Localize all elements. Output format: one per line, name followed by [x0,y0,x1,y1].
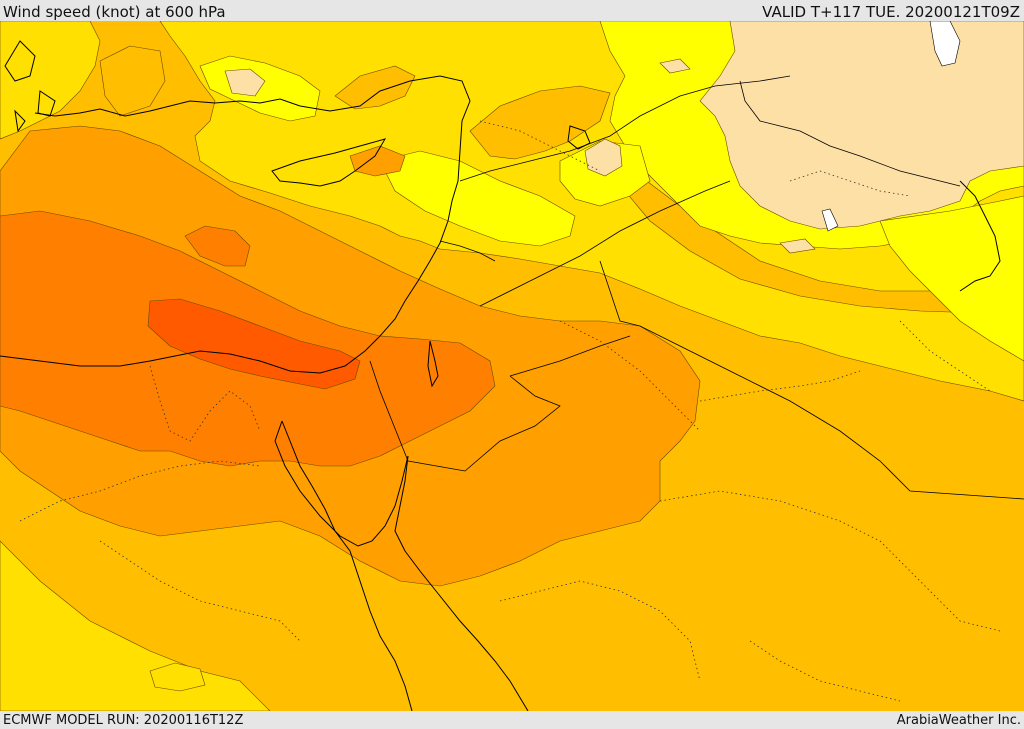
admin-boundaries [19,120,1001,702]
admin-boundary-iraq [559,320,701,432]
wind-band-25-30-east-fill [879,195,1024,362]
wind-band-20-25-patch-b [224,68,266,97]
wind-band-25-30-syria [379,150,576,247]
admin-boundary-southeast [749,640,901,702]
border-jordan-east [509,335,631,377]
border-lebanon [439,240,496,262]
map-title: Wind speed (knot) at 600 hPa [3,3,226,21]
wind-speed-map [0,21,1024,711]
admin-boundary-sw [99,540,301,642]
admin-boundary-turkey [479,120,601,172]
wind-band-15-20-spot-a [929,21,961,67]
coastlines [0,40,1001,711]
admin-boundary-iran [789,170,911,197]
coastline-sinai [274,420,409,547]
wind-band-50-55-core [147,298,361,390]
border-jordan-saudi [599,260,1024,500]
coastline-arabia-red-sea [394,455,529,711]
wind-band-45-50-north-lobe [184,225,251,267]
wind-band-35-40-levant [469,85,611,160]
admin-boundary-egypt [149,365,261,442]
border-egypt-israel [369,360,409,462]
admin-boundary-arabia-c [699,370,861,402]
credit-label: ArabiaWeather Inc. [896,713,1021,728]
wind-band-20-25-patch-a [584,138,623,177]
wind-band-20-25-patch-d [659,58,691,74]
border-syria-iraq [479,180,731,307]
border-turkey-syria [459,75,791,182]
border-jordan-south [407,375,561,472]
wind-band-35-40-aegean [99,45,166,117]
wind-band-15-20-spot-b [821,208,839,232]
coastline-aegean-islands [4,40,56,133]
coastline-dead-sea [427,340,439,388]
wind-band-30-35-nw [0,21,101,140]
coastline-persian-gulf [959,180,1001,292]
wind-band-20-25-patch-c [779,238,816,254]
model-run-label: ECMWF MODEL RUN: 20200116T12Z [3,713,244,728]
admin-boundary-arabia-a [499,580,701,682]
wind-band-30-35-sw-patch [149,662,206,692]
valid-time-label: VALID T+117 TUE. 20200121T09Z [762,3,1020,21]
coastline-red-sea-west [281,420,413,711]
coastline-anatolia [34,98,301,117]
wind-band-20-25-iran [699,21,1024,230]
border-iran-iraq [739,80,961,187]
wind-speed-map-svg [0,21,1024,711]
national-borders [369,75,1024,500]
coastline-cyprus [271,138,387,187]
admin-boundary-arabia-b [659,490,1001,632]
coastline-north-africa [0,75,471,374]
wind-band-35-40-turkey [334,65,416,110]
